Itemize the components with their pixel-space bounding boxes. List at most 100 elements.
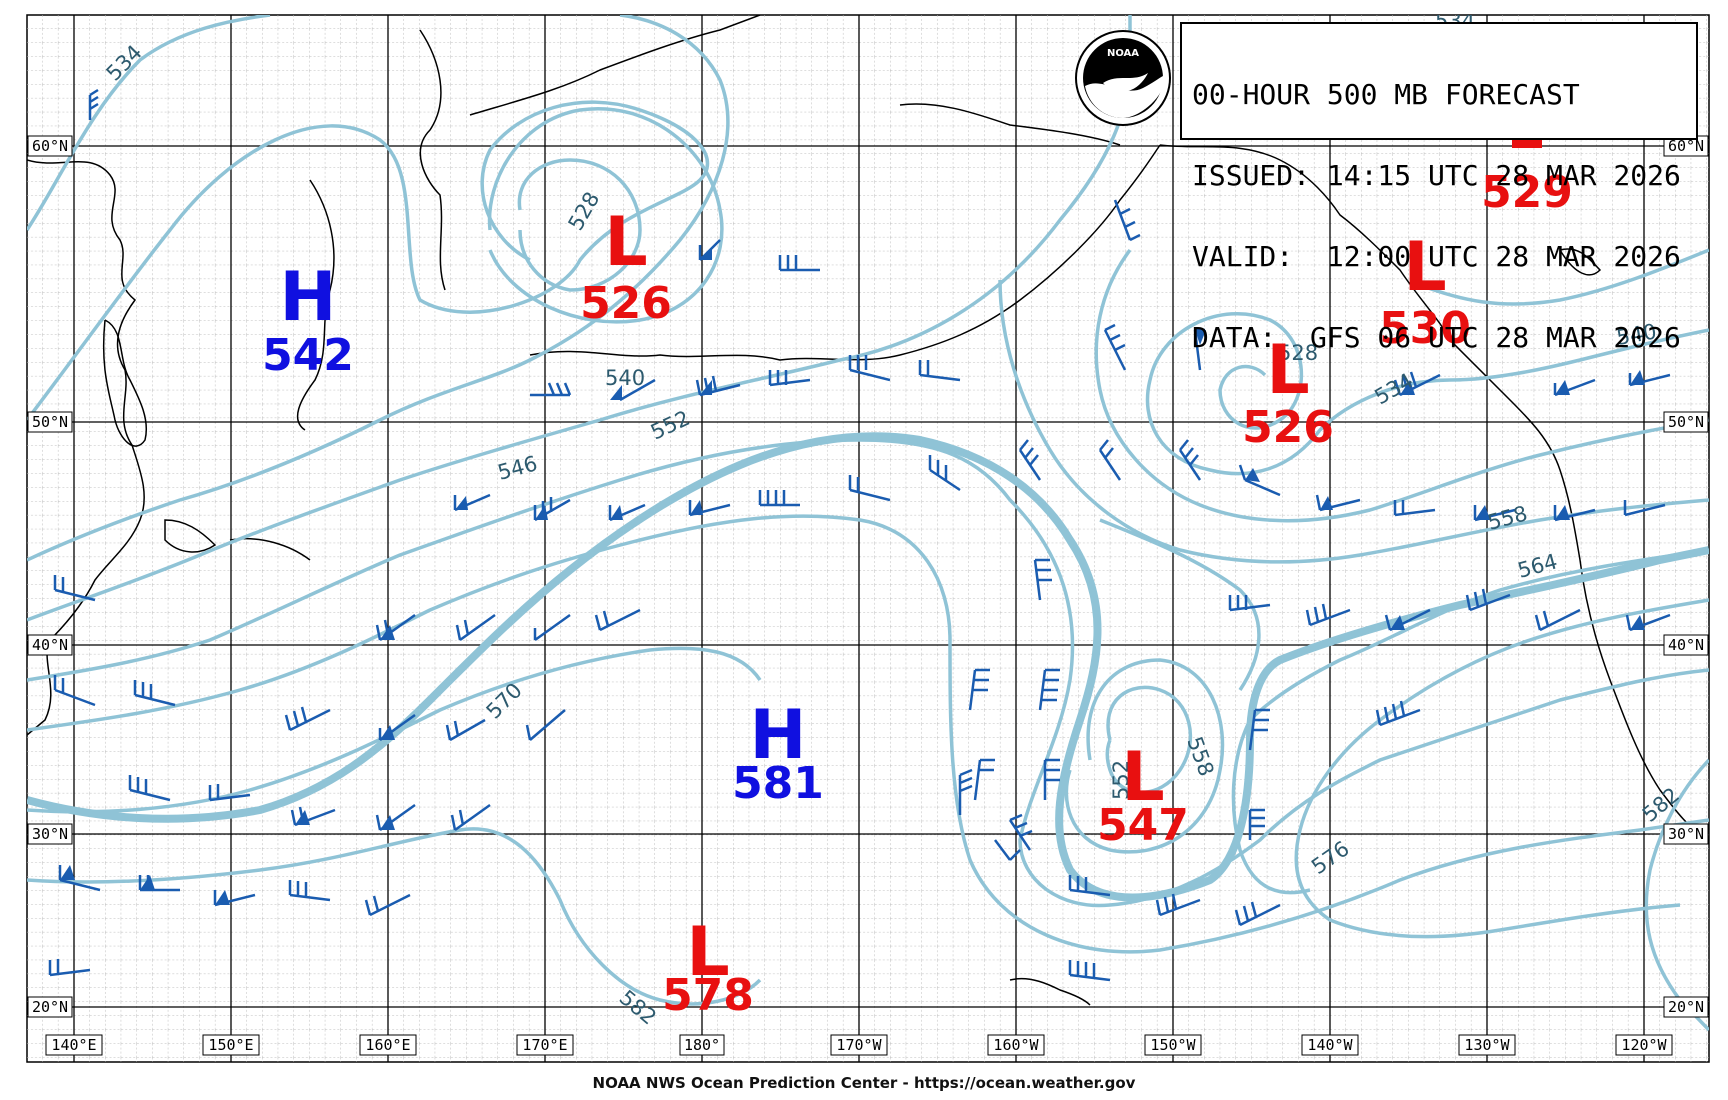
wind-barb [288, 880, 331, 902]
low-pressure-letter: L [1121, 738, 1164, 817]
wind-barb [1393, 371, 1441, 397]
contour-label: 540 [605, 366, 645, 390]
wind-barb [958, 768, 973, 815]
wind-barb [594, 608, 641, 632]
wind-barb [88, 88, 99, 120]
low-pressure-letter: L [1266, 331, 1309, 410]
noaa-logo-text: NOAA [1107, 48, 1139, 59]
valid-time: VALID: 12:00 UTC 28 MAR 2026 [1192, 240, 1681, 273]
lon-label: 130°W [1464, 1036, 1510, 1054]
lon-label: 140°W [1307, 1036, 1353, 1054]
wind-barb [1098, 439, 1122, 481]
wind-pennants [60, 248, 1645, 905]
wind-barb [1393, 500, 1436, 517]
data-source: DATA: GFS 06 UTC 28 MAR 2026 [1192, 321, 1681, 354]
wind-barb [758, 490, 800, 507]
wind-barb [1038, 668, 1060, 711]
wind-barb [1113, 199, 1141, 242]
lat-label-right: 60°N [1668, 137, 1704, 155]
wind-barb [208, 784, 251, 802]
forecast-header: 00-HOUR 500 MB FORECAST ISSUED: 14:15 UT… [1180, 22, 1698, 352]
contour-label: 528 [1278, 341, 1318, 365]
wind-barb [525, 709, 566, 741]
wind-barb [973, 758, 995, 801]
lon-label: 180° [684, 1036, 720, 1054]
latitude-labels: 60°N 60°N 50°N 50°N 40°N 40°N 30°N 30°N … [27, 135, 1709, 1018]
low-pressure-letter: L [604, 203, 647, 282]
forecast-title: 00-HOUR 500 MB FORECAST [1192, 78, 1580, 111]
wind-barb [1465, 588, 1511, 612]
wind-barb [1178, 439, 1202, 481]
low-pressure-letter: L [686, 913, 729, 992]
high-pressure-value: 581 [732, 758, 824, 809]
coastlines [27, 15, 1709, 1006]
wind-barb [918, 360, 961, 382]
high-pressure-letter: H [750, 696, 807, 775]
wind-barb [455, 613, 496, 642]
wind-barb [530, 382, 572, 397]
wind-barb [1228, 595, 1271, 612]
wind-barb [533, 497, 571, 522]
wind-barb [1043, 758, 1060, 800]
lon-label: 150°W [1150, 1036, 1196, 1054]
wind-barb [1155, 893, 1201, 917]
wind-barb [1103, 323, 1127, 371]
wind-barb [1375, 700, 1421, 727]
wind-barb [1068, 875, 1111, 897]
wind-barb [364, 893, 411, 917]
wind-barb [1238, 464, 1281, 497]
lat-label-left: 40°N [32, 636, 68, 654]
wind-barbs [48, 88, 1671, 982]
lat-label-left: 60°N [32, 137, 68, 155]
lat-label-left: 50°N [32, 413, 68, 431]
minor-grid [27, 15, 1709, 1062]
lon-label: 120°W [1621, 1036, 1667, 1054]
low-pressure-value: 530 [1379, 303, 1471, 354]
lon-label: 170°E [522, 1036, 567, 1054]
wind-barb [53, 575, 96, 602]
low-pressure-value: 526 [580, 278, 672, 329]
wind-barb [1248, 708, 1270, 751]
footer-credit: NOAA NWS Ocean Prediction Center - https… [592, 1074, 1136, 1092]
wind-barb [695, 375, 741, 397]
wind-barb [58, 865, 101, 892]
lon-label: 160°E [365, 1036, 410, 1054]
wind-barb [1033, 558, 1052, 601]
wind-barb [1018, 439, 1042, 481]
wind-barb [133, 680, 176, 707]
wind-barb [53, 675, 96, 707]
low-pressure-value: 529 [1481, 167, 1573, 218]
wind-barb [1248, 808, 1265, 840]
longitude-labels: 140°E 150°E 160°E 170°E 180° 170°W 160°W… [45, 1034, 1673, 1056]
thick-contour [27, 432, 1709, 902]
wind-barb [128, 775, 171, 802]
wind-barb [994, 839, 1021, 861]
lon-label: 160°W [993, 1036, 1039, 1054]
wind-barb [445, 718, 486, 742]
lat-label-left: 30°N [32, 825, 68, 843]
wind-barb [968, 668, 990, 711]
high-pressure-letter: H [280, 258, 337, 337]
lon-label: 140°E [51, 1036, 96, 1054]
wind-barb [768, 370, 811, 387]
high-pressure-value: 542 [262, 330, 354, 381]
lat-label-right: 30°N [1668, 825, 1704, 843]
wind-barb [1623, 500, 1666, 517]
low-pressure-value: 547 [1097, 800, 1189, 851]
pressure-systems: H 542 L 526 L 526 L 530 529 H 581 L 547 … [262, 140, 1573, 1021]
wind-barb [1305, 603, 1351, 627]
wind-barb [450, 803, 491, 832]
wind-barb [48, 959, 91, 977]
height-contours [27, 15, 1709, 1032]
wind-barb [1068, 960, 1111, 982]
wind-barb [1534, 608, 1581, 632]
issued-time: ISSUED: 14:15 UTC 28 MAR 2026 [1192, 159, 1681, 192]
low-pressure-letter: L [1403, 228, 1446, 307]
wind-barb [284, 706, 331, 732]
lat-label-right: 20°N [1668, 998, 1704, 1016]
noaa-logo: NOAA [1075, 30, 1171, 126]
wind-barb [1234, 901, 1281, 927]
wind-barb [928, 455, 961, 492]
lon-label: 150°E [208, 1036, 253, 1054]
